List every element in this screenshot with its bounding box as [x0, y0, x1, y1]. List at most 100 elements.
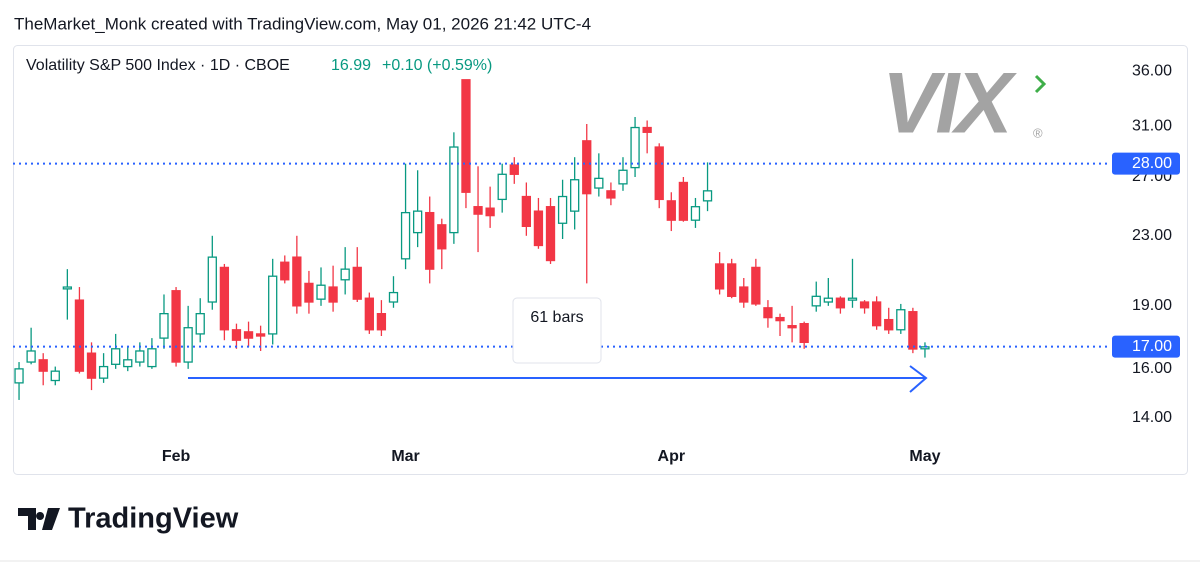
candle-body: [473, 206, 483, 215]
candle-body: [642, 126, 652, 133]
candle-body: [147, 348, 157, 368]
chart-frame: [13, 45, 1188, 475]
candle-body: [231, 329, 242, 341]
candle-body: [884, 318, 894, 331]
candle-body: [461, 79, 471, 193]
header: TheMarket_Monk created with TradingView.…: [14, 14, 591, 33]
candle-body: [908, 311, 918, 350]
candle-body: [557, 195, 568, 224]
candle-body: [690, 206, 701, 221]
candle-body: [896, 309, 906, 331]
logo-text: VIX: [882, 56, 1017, 152]
candle-body: [811, 295, 821, 307]
candle-body: [521, 195, 532, 228]
candle-body: [159, 313, 169, 339]
candle-body: [739, 286, 749, 303]
candle-body: [171, 290, 181, 363]
candle-body: [400, 211, 411, 260]
candle-body: [678, 181, 689, 221]
candle-body: [412, 210, 423, 234]
candle-body: [243, 331, 254, 339]
candle-body: [799, 322, 809, 343]
candle-body: [388, 291, 399, 303]
legend-last: 16.99: [331, 57, 371, 74]
candle-body: [26, 350, 36, 363]
y-tick-label: 23.00: [1132, 227, 1172, 244]
candle-body: [582, 140, 592, 195]
candle-body: [86, 352, 97, 379]
legend-change: +0.10 (+0.59%): [382, 57, 492, 74]
candle-body: [292, 256, 302, 307]
x-tick-label: Feb: [162, 448, 191, 465]
logo-mark: ®: [1033, 125, 1043, 140]
candle-body: [751, 266, 761, 305]
x-tick-label: Mar: [391, 448, 419, 465]
candle-body: [666, 200, 676, 221]
candle-body: [533, 210, 544, 247]
candle-body: [594, 177, 604, 189]
candle-body: [352, 266, 362, 300]
price-tag-label: 17.00: [1132, 338, 1172, 355]
candle-body: [425, 211, 435, 270]
candle-body: [255, 333, 266, 337]
candle-body: [823, 297, 833, 303]
candle-body: [123, 359, 133, 368]
footer-logo: TradingView: [68, 503, 239, 535]
candle-body: [606, 190, 616, 199]
y-tick-label: 16.00: [1132, 360, 1172, 377]
candle-body: [920, 346, 930, 350]
candle-body: [787, 325, 797, 329]
candle-body: [268, 275, 278, 335]
candle-body: [364, 297, 374, 331]
candle-body: [280, 261, 290, 281]
candle-body: [38, 359, 48, 372]
candle-body: [727, 263, 737, 297]
arrow-head: [909, 365, 928, 393]
candle-body: [618, 169, 628, 185]
candle-body: [14, 368, 24, 384]
y-tick-label: 19.00: [1132, 297, 1172, 314]
candle-body: [183, 327, 193, 363]
candle-body: [775, 316, 785, 322]
y-tick-label: 14.00: [1132, 409, 1172, 426]
candle-body: [485, 207, 495, 217]
candle-body: [859, 301, 870, 309]
candle-body: [763, 307, 773, 319]
candle-body: [847, 297, 858, 301]
price-tag-label: 28.00: [1132, 155, 1172, 172]
candle-body: [509, 164, 519, 175]
candle-body: [630, 126, 640, 169]
annotation: 61 bars: [530, 309, 583, 326]
candle-body: [871, 301, 882, 327]
candle-body: [50, 370, 60, 382]
candle-body: [195, 313, 205, 335]
candle-body: [545, 206, 556, 262]
candle-body: [497, 173, 507, 201]
candle-body: [62, 286, 73, 290]
candle-body: [340, 268, 350, 281]
candle-body: [376, 313, 387, 331]
candle-body: [98, 365, 109, 379]
legend-name: Volatility S&P 500 Index · 1D · CBOE: [26, 57, 290, 74]
candle-body: [835, 297, 846, 309]
candle-body: [219, 266, 230, 331]
tradingview-logo: TradingView: [18, 503, 239, 535]
logo-chevron: [1034, 74, 1047, 94]
candle-body: [328, 286, 338, 303]
candle-body: [570, 179, 580, 212]
candle-body: [135, 350, 145, 363]
candle-body: [437, 224, 447, 250]
logo-icon: [18, 508, 60, 530]
vix-logo: VIX ®: [882, 56, 1047, 152]
range-tool: 61 bars: [188, 297, 928, 393]
candle-body: [316, 284, 326, 300]
candle-body: [111, 348, 121, 365]
candle-body: [702, 190, 713, 202]
y-tick-label: 31.00: [1132, 118, 1172, 135]
candle-body: [74, 299, 85, 372]
candle-body: [304, 282, 314, 303]
candle-body: [449, 146, 459, 234]
